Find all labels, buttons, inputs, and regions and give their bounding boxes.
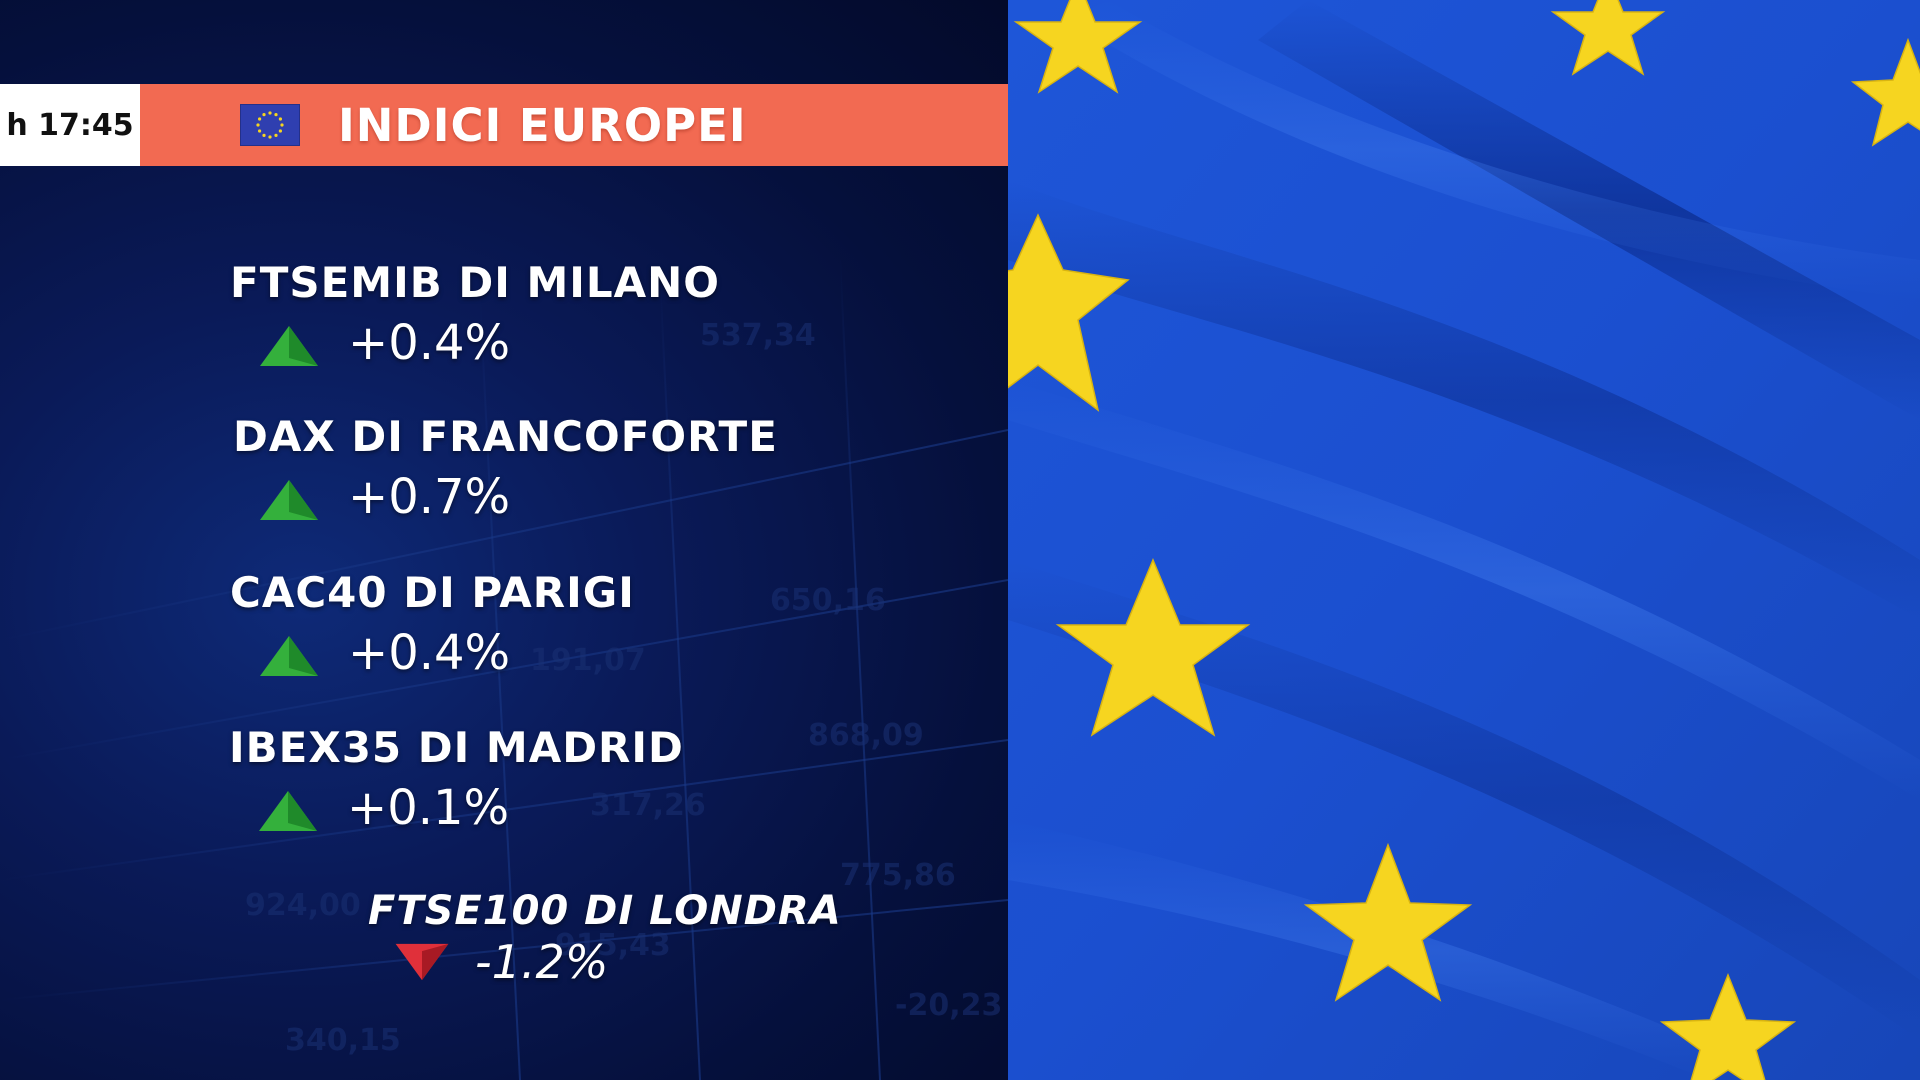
bg-number: 924,00 (245, 888, 361, 923)
bg-number: 775,86 (840, 858, 956, 893)
up-arrow-icon (260, 326, 318, 366)
index-change-cac40: +0.4% (348, 625, 511, 681)
time-label: h 17:45 (6, 107, 134, 143)
time-box: h 17:45 (0, 84, 140, 166)
flag-star (1850, 37, 1920, 147)
flag-star (1013, 0, 1143, 94)
index-change-ftse100: -1.2% (475, 935, 609, 989)
index-name-dax: DAX DI FRANCOFORTE (233, 412, 778, 461)
index-name-ibex35: IBEX35 DI MADRID (229, 723, 684, 772)
flag-star (1008, 213, 1130, 412)
index-change-dax: +0.7% (348, 469, 511, 525)
index-name-ftse100: FTSE100 DI LONDRA (368, 888, 842, 934)
bg-number: 340,15 (285, 1023, 401, 1058)
index-change-ftsemib: +0.4% (348, 315, 511, 371)
flag-star (1055, 558, 1251, 737)
index-name-cac40: CAC40 DI PARIGI (230, 568, 635, 617)
bg-number: 868,09 (808, 718, 924, 753)
bg-number: 537,34 (700, 318, 816, 353)
up-arrow-icon (259, 791, 317, 831)
bg-number: -20,23 (895, 988, 1002, 1023)
ticker-panel: 537,34 650,16 191,07 868,09 317,26 775,8… (0, 0, 1008, 1080)
bg-number: 650,16 (770, 583, 886, 618)
up-arrow-icon (260, 636, 318, 676)
bg-number: 915,43 (555, 928, 671, 963)
header-bar: INDICI EUROPEI (140, 84, 1008, 166)
index-name-ftsemib: FTSEMIB DI MILANO (230, 258, 720, 307)
flag-star (1303, 842, 1473, 1002)
bg-number: 317,26 (590, 788, 706, 823)
background-market-grid: 537,34 650,16 191,07 868,09 317,26 775,8… (0, 259, 1008, 1080)
down-arrow-icon (395, 943, 449, 981)
bg-number: 191,07 (530, 643, 646, 678)
eu-flag-icon (240, 104, 300, 146)
flag-star (1550, 0, 1666, 76)
up-arrow-icon (260, 480, 318, 520)
header-title: INDICI EUROPEI (338, 98, 747, 152)
flag-star (1659, 972, 1797, 1080)
index-change-ibex35: +0.1% (347, 780, 510, 836)
eu-flag-image (1008, 0, 1920, 1080)
